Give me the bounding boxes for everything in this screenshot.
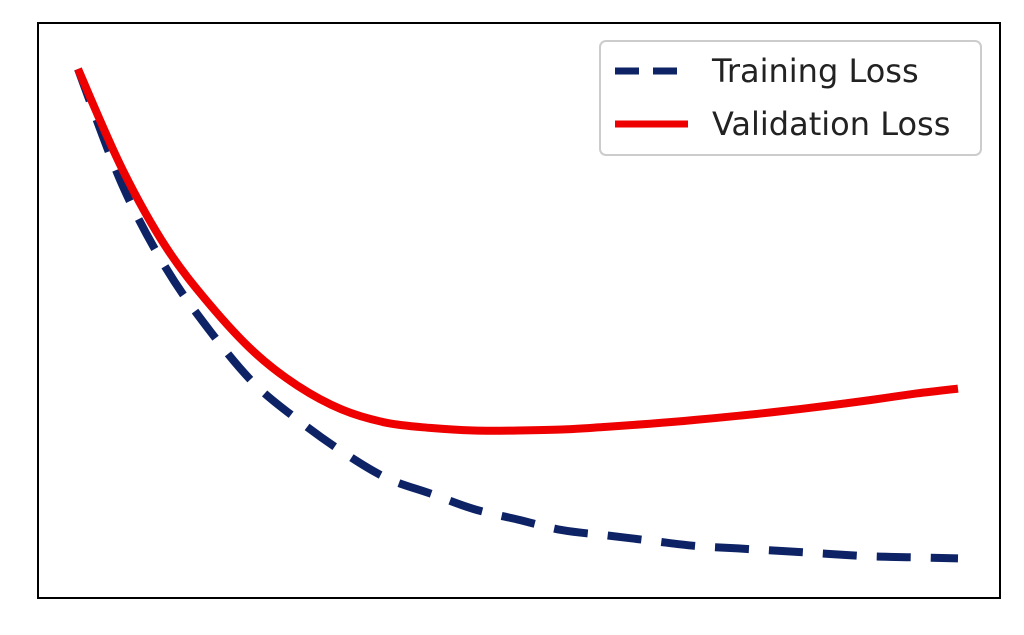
legend: Training Loss Validation Loss xyxy=(599,40,982,156)
series-layer xyxy=(74,67,959,563)
series-line-validation-loss xyxy=(74,67,959,435)
series-line-training-loss xyxy=(74,67,959,563)
legend-label-training-loss: Training Loss xyxy=(711,52,919,90)
legend-box xyxy=(599,40,982,156)
legend-label-validation-loss: Validation Loss xyxy=(712,105,950,143)
